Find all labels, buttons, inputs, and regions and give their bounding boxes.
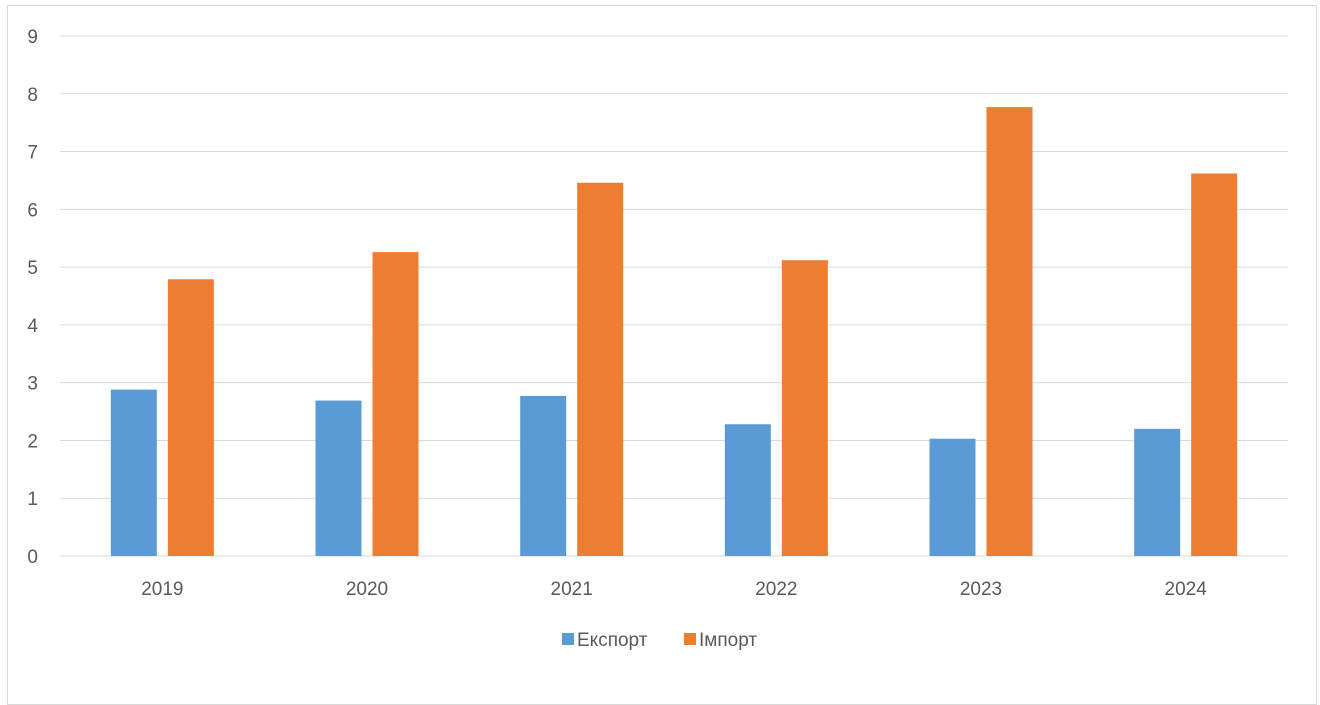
x-tick-label: 2022 (755, 579, 797, 600)
chart-area (7, 5, 1317, 705)
y-tick-label: 9 (27, 27, 38, 48)
bar-import-2019 (167, 279, 214, 556)
y-tick-label: 3 (27, 374, 38, 395)
x-tick-label: 2024 (1165, 579, 1208, 600)
y-tick-label: 2 (27, 431, 38, 452)
legend-label-export: Експорт (577, 630, 648, 651)
bar-import-2022 (781, 260, 828, 556)
bars (110, 107, 1238, 557)
y-tick-label: 7 (27, 143, 38, 164)
y-tick-label: 4 (27, 316, 38, 337)
y-tick-label: 8 (27, 85, 38, 106)
x-axis-tick-labels: 2019 2020 2021 2022 2023 2024 (141, 579, 1207, 600)
legend-label-import: Імпорт (699, 630, 757, 651)
bar-import-2020 (372, 252, 419, 557)
gridlines (60, 35, 1288, 557)
legend: Експорт Імпорт (562, 630, 757, 651)
bar-import-2021 (577, 182, 624, 556)
bar-export-2023 (929, 438, 976, 556)
legend-swatch-export (562, 633, 574, 645)
bar-export-2020 (315, 400, 362, 556)
x-tick-label: 2023 (960, 579, 1002, 600)
y-axis-tick-labels: 0 1 2 3 4 5 6 7 8 9 (27, 27, 38, 568)
bar-export-2021 (520, 395, 567, 556)
x-tick-label: 2019 (141, 579, 183, 600)
bar-import-2023 (986, 107, 1033, 557)
y-tick-label: 1 (27, 489, 38, 510)
y-tick-label: 6 (27, 200, 38, 221)
x-tick-label: 2021 (551, 579, 593, 600)
bar-export-2019 (110, 389, 157, 556)
y-tick-label: 0 (27, 547, 38, 568)
y-tick-label: 5 (27, 258, 38, 279)
bar-export-2024 (1134, 428, 1181, 556)
bar-import-2024 (1191, 173, 1238, 556)
bar-export-2022 (724, 424, 771, 556)
x-tick-label: 2020 (346, 579, 388, 600)
legend-swatch-import (684, 633, 696, 645)
bar-chart: 0 1 2 3 4 5 6 7 8 9 2019 2020 2021 2022 2023 2024 Експ… (27, 27, 1288, 651)
